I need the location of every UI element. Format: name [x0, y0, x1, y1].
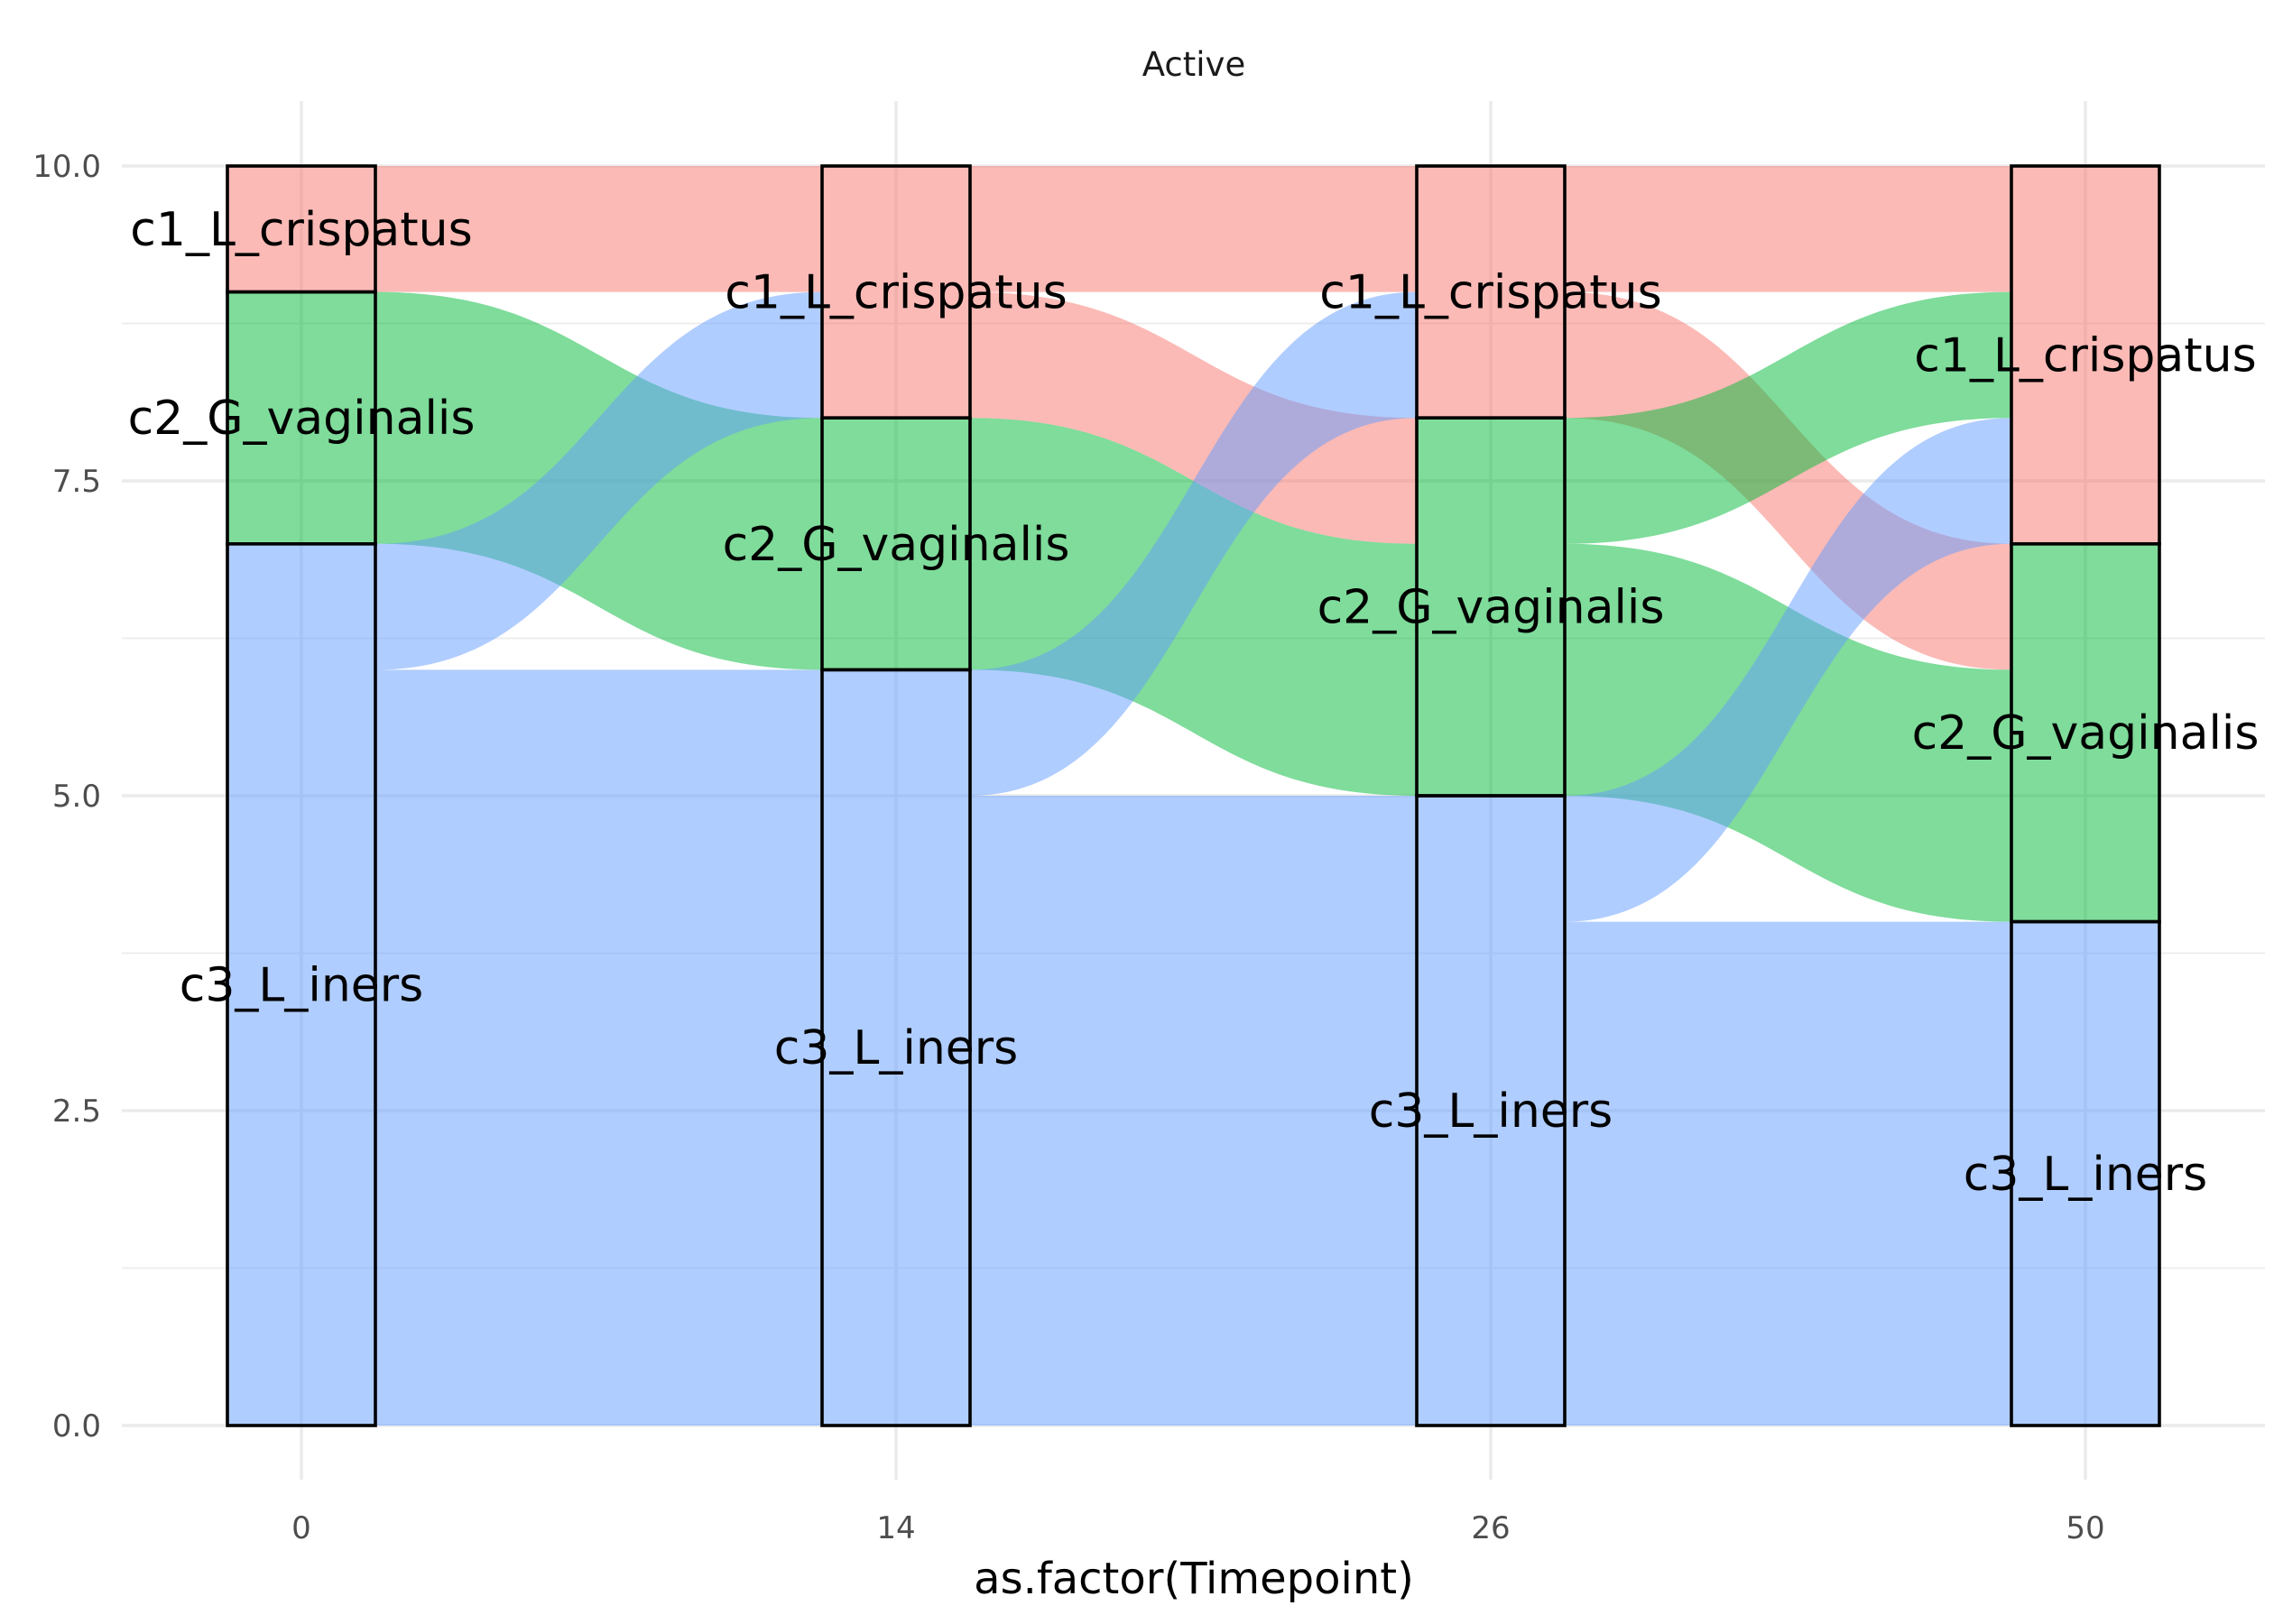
stratum-label: c3_L_iners	[774, 1021, 1019, 1075]
flow-c3-l-iners-to-c3-l-iners	[970, 796, 1417, 1426]
stratum-label: c1_L_crispatus	[1319, 266, 1661, 320]
stratum-c2-g-vaginalis	[1415, 416, 1567, 798]
x-tick-label: 14	[876, 1510, 915, 1546]
flow-c1-l-crispatus-to-c1-l-crispatus	[1565, 166, 2011, 292]
stratum-c3-l-iners	[2010, 919, 2161, 1427]
x-tick-label: 50	[2066, 1510, 2104, 1546]
stratum-label: c2_G_vaginalis	[128, 392, 476, 446]
stratum-c1-l-crispatus	[226, 164, 377, 294]
y-tick-label: 2.5	[52, 1093, 101, 1130]
y-axis-ticks: 0.0 2.5 5.0 7.5 10.0	[32, 149, 101, 1444]
stratum-label: c3_L_iners	[1369, 1084, 1613, 1139]
flow-c1-l-crispatus-to-c1-l-crispatus	[375, 166, 822, 292]
flow-c3-l-iners-to-c1-l-crispatus	[970, 291, 1417, 797]
chart-title: Active	[1142, 45, 1245, 84]
stratum-labels: c1_L_crispatus c2_G_vaginalis c3_L_iners c1…	[128, 203, 2260, 1202]
x-tick-label: 26	[1471, 1510, 1510, 1546]
stratum-label: c1_L_crispatus	[725, 266, 1067, 320]
y-tick-label: 7.5	[52, 464, 101, 500]
stratum-c3-l-iners	[1415, 794, 1567, 1427]
stratum-label: c3_L_iners	[180, 958, 424, 1012]
stratum-c1-l-crispatus	[820, 164, 972, 420]
stratum-c1-l-crispatus	[1415, 164, 1567, 420]
y-tick-label: 0.0	[52, 1408, 101, 1444]
flow-c1-l-crispatus-to-c1-l-crispatus	[970, 166, 1417, 292]
x-axis-ticks: 0 14 26 50	[291, 1510, 2104, 1546]
flow-c1-l-crispatus-to-c2-g-vaginalis	[970, 291, 1417, 544]
stratum-label: c1_L_crispatus	[1914, 328, 2256, 383]
stratum-c3-l-iners	[226, 541, 377, 1427]
stratum-label: c2_G_vaginalis	[723, 518, 1070, 572]
flow-c3-l-iners-to-c3-l-iners	[1565, 921, 2011, 1426]
stratum-label: c3_L_iners	[1964, 1148, 2208, 1202]
flow-c3-l-iners-to-c3-l-iners	[375, 669, 822, 1426]
stratum-c3-l-iners	[820, 668, 972, 1427]
y-tick-label: 5.0	[52, 779, 101, 815]
flow-c2-g-vaginalis-to-c1-l-crispatus	[1565, 291, 2011, 544]
flow-c3-l-iners-to-c1-l-crispatus	[1565, 418, 2011, 922]
stratum-c2-g-vaginalis	[226, 290, 377, 546]
x-axis-title: as.factor(Timepoint)	[974, 1554, 1414, 1604]
stratum-label: c2_G_vaginalis	[1317, 581, 1665, 635]
stratum-label: c1_L_crispatus	[130, 203, 472, 257]
y-tick-label: 10.0	[32, 149, 101, 185]
x-tick-label: 0	[291, 1510, 311, 1546]
flow-c3-l-iners-to-c1-l-crispatus	[375, 291, 822, 670]
strata	[226, 164, 2161, 1427]
stratum-c2-g-vaginalis	[820, 416, 972, 672]
flows	[375, 166, 2011, 1426]
stratum-label: c2_G_vaginalis	[1912, 706, 2260, 761]
